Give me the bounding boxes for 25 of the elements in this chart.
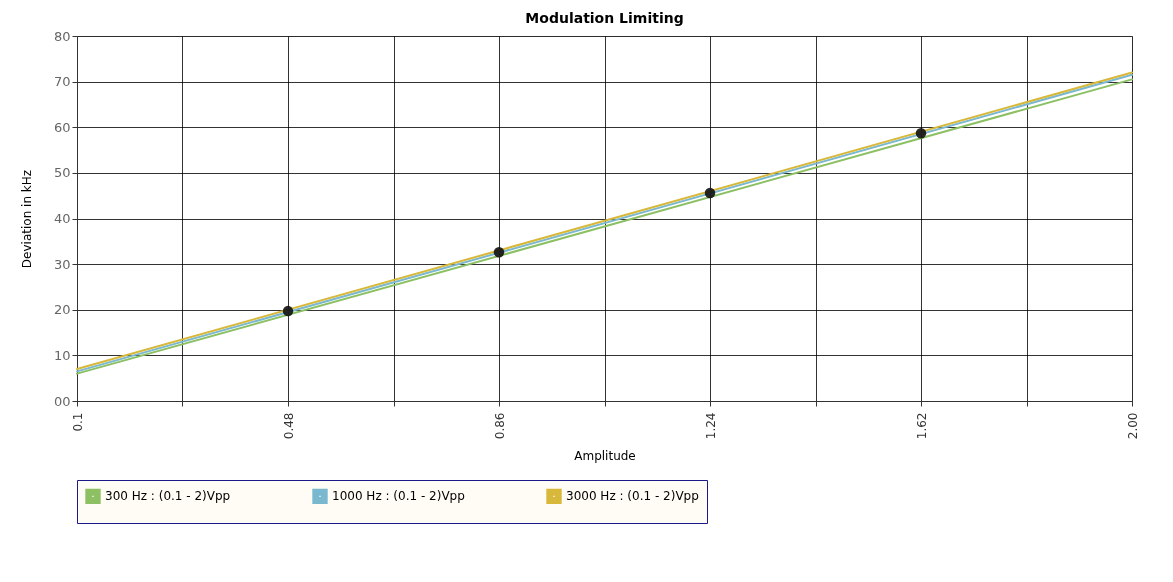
x-axis-title: Amplitude [574, 449, 636, 464]
y-tick-label: 10 [53, 347, 71, 363]
y-tick-label: 60 [53, 119, 71, 135]
y-tick-label: 80 [53, 28, 71, 44]
point [493, 247, 505, 258]
y-axis-title: Deviation in kHz [19, 169, 34, 269]
x-tick-label: 0.48 [281, 412, 296, 440]
x-tick-label: 0.86 [492, 412, 507, 440]
y-tick-label: 40 [53, 211, 71, 226]
y-tick-label: 20 [53, 302, 71, 318]
chart-title: Modulation Limiting [525, 10, 684, 26]
point [282, 305, 294, 317]
y-tick-label: 50 [53, 165, 71, 181]
x-tick-label: 1.62 [914, 412, 929, 440]
legend-label: 3000 Hz : (0.1 - 2)Vpp [566, 489, 699, 504]
x-tick-label: 1.24 [703, 412, 718, 440]
point [915, 127, 927, 139]
x-tick-label: 2.00 [1125, 412, 1140, 440]
y-tick-label: 70 [53, 74, 71, 90]
point [704, 187, 716, 199]
legend-label: 1000 Hz : (0.1 - 2)Vpp [332, 489, 465, 504]
legend-label: 300 Hz : (0.1 - 2)Vpp [105, 489, 231, 504]
y-tick-label: 00 [53, 393, 71, 409]
y-tick-label: 30 [53, 256, 71, 272]
x-tick-label: 0.1 [70, 412, 85, 432]
